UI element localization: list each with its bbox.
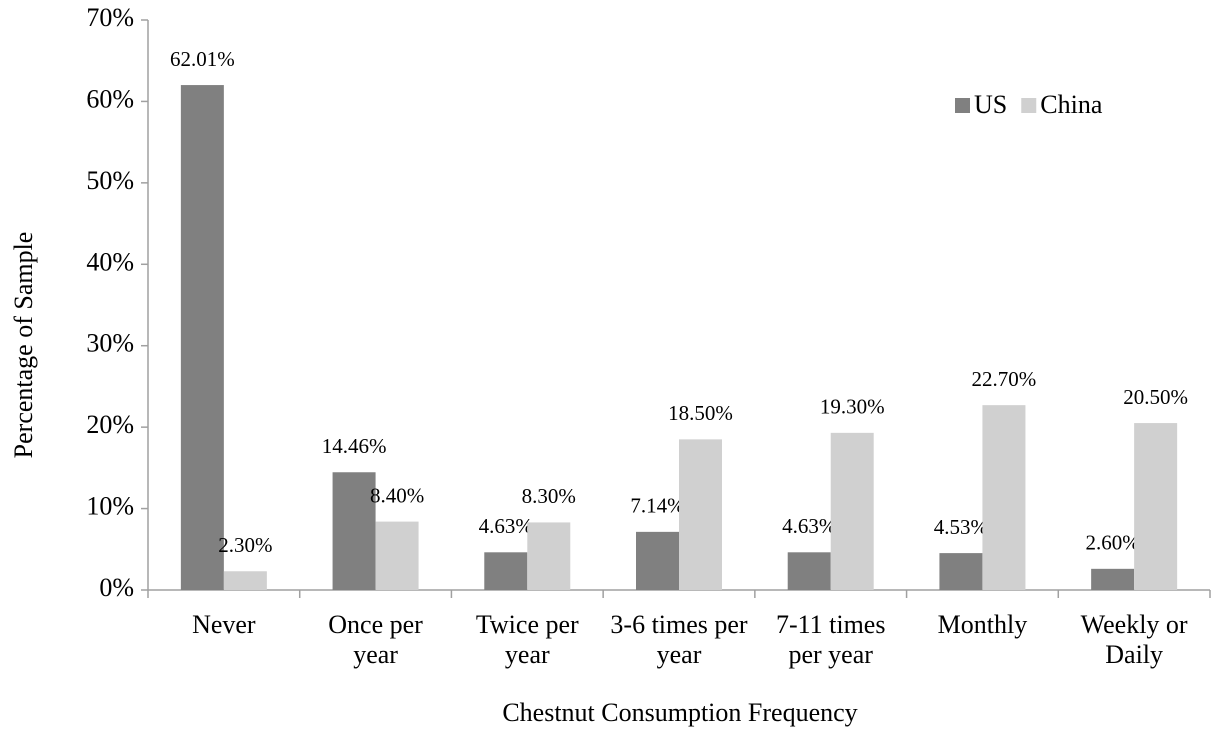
bar: [484, 552, 528, 590]
data-label: 14.46%: [322, 434, 387, 458]
x-axis-title: Chestnut Consumption Frequency: [502, 698, 857, 727]
y-tick-label: 50%: [86, 166, 134, 195]
y-tick-label: 10%: [86, 492, 134, 521]
bar: [223, 571, 267, 590]
bar: [679, 439, 722, 590]
x-tick-label: 7-11 times per year: [775, 610, 886, 669]
data-label: 18.50%: [668, 401, 733, 425]
bar: [332, 472, 376, 590]
data-label: 4.63%: [479, 514, 533, 538]
y-tick-label: 0%: [99, 573, 134, 602]
legend-label: US: [974, 90, 1007, 119]
bar: [1091, 568, 1135, 590]
data-label: 20.50%: [1123, 385, 1188, 409]
y-axis-title: Percentage of Sample: [9, 232, 38, 459]
bar: [636, 531, 679, 590]
data-label: 62.01%: [170, 47, 235, 71]
legend-label: China: [1040, 90, 1103, 119]
data-label: 8.40%: [370, 483, 424, 507]
y-tick-label: 30%: [86, 329, 134, 358]
data-label: 4.63%: [782, 514, 836, 538]
data-label: 19.30%: [820, 395, 885, 419]
bar: [787, 552, 831, 590]
data-label: 22.70%: [972, 367, 1037, 391]
y-tick-label: 40%: [86, 247, 134, 276]
x-tick-label: Once per year: [328, 610, 423, 669]
bar: [982, 405, 1026, 590]
y-tick-label: 20%: [86, 410, 134, 439]
y-tick-label: 70%: [86, 3, 134, 32]
bar: [830, 432, 874, 590]
data-label: 4.53%: [934, 515, 988, 539]
bar: [180, 85, 224, 590]
x-tick-label: Monthly: [937, 610, 1028, 639]
data-label: 2.60%: [1086, 531, 1140, 555]
data-label: 8.30%: [522, 484, 576, 508]
x-tick-label: 3-6 times per year: [610, 610, 748, 669]
bar: [375, 521, 419, 590]
bar: [939, 553, 983, 590]
x-tick-label: Never: [192, 610, 256, 639]
bar: [527, 522, 571, 590]
x-tick-label: Weekly or Daily: [1080, 610, 1188, 669]
x-tick-label: Twice per year: [475, 610, 579, 669]
data-label: 2.30%: [218, 533, 272, 557]
y-tick-label: 60%: [86, 84, 134, 113]
legend-swatch: [1021, 98, 1037, 113]
bar: [1134, 423, 1178, 590]
legend-swatch: [955, 98, 970, 113]
data-label: 7.14%: [630, 494, 684, 518]
